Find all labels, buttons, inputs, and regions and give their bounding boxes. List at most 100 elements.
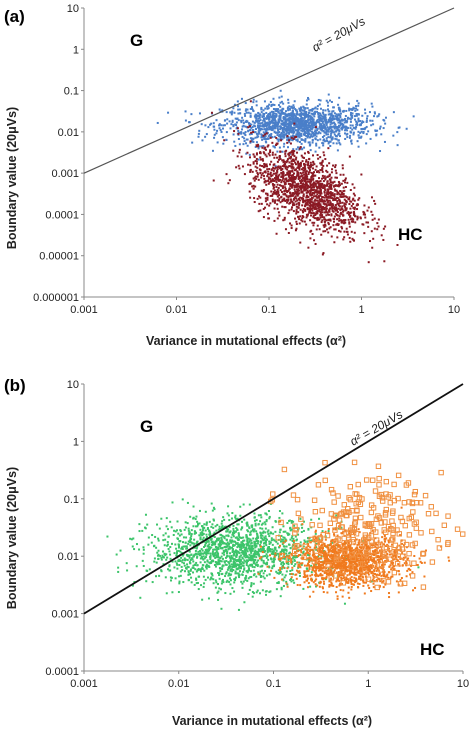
data-point: [327, 93, 330, 96]
data-point: [353, 208, 356, 211]
data-point: [360, 127, 363, 130]
data-point: [256, 197, 259, 200]
data-point: [290, 528, 293, 531]
data-point: [329, 116, 332, 119]
data-point: [247, 541, 250, 544]
data-point: [246, 561, 249, 564]
data-point: [341, 164, 344, 167]
data-point: [252, 153, 255, 156]
data-point: [212, 548, 215, 551]
data-point: [358, 197, 361, 200]
data-point: [328, 174, 331, 177]
x-tick-label: 1: [358, 304, 364, 316]
data-point: [175, 547, 178, 550]
data-point: [302, 122, 305, 125]
data-point: [231, 566, 234, 569]
data-point: [196, 520, 199, 523]
data-point: [321, 586, 324, 589]
data-point: [211, 523, 214, 526]
data-point: [255, 144, 258, 147]
data-point: [157, 553, 160, 556]
data-point: [259, 164, 262, 167]
data-point: [145, 580, 148, 583]
data-point: [266, 124, 269, 127]
data-point: [155, 575, 158, 578]
data-point: [336, 128, 339, 131]
data-point: [320, 120, 323, 123]
data-point: [318, 114, 321, 117]
data-point: [338, 215, 341, 218]
data-point: [312, 167, 315, 170]
data-point: [287, 114, 290, 117]
data-point: [322, 187, 325, 190]
data-point: [322, 151, 325, 154]
data-point: [256, 133, 259, 136]
data-point: [279, 551, 282, 554]
data-point: [160, 556, 163, 559]
data-point: [306, 121, 309, 124]
data-point: [287, 561, 290, 564]
data-point: [309, 135, 312, 138]
data-point: [252, 560, 255, 563]
data-point: [334, 228, 337, 231]
data-point: [277, 192, 280, 195]
data-point: [317, 132, 320, 135]
data-point: [250, 138, 253, 141]
data-point: [356, 208, 359, 211]
data-point: [280, 195, 283, 198]
data-point: [328, 110, 331, 113]
data-point: [207, 552, 210, 555]
data-point: [297, 173, 300, 176]
data-point: [301, 109, 304, 112]
data-point: [284, 574, 287, 577]
data-point: [177, 543, 180, 546]
data-point: [291, 158, 294, 161]
data-point: [371, 105, 374, 108]
data-point: [336, 222, 339, 225]
data-point: [214, 543, 217, 546]
data-point: [267, 547, 270, 550]
data-point: [162, 563, 165, 566]
data-point: [357, 145, 360, 148]
data-point: [212, 506, 215, 509]
data-point: [238, 552, 241, 555]
data-point: [254, 524, 257, 527]
data-point: [281, 150, 284, 153]
data-point: [175, 562, 178, 565]
panel-a-region-g: G: [130, 31, 143, 50]
data-point: [257, 559, 260, 562]
data-point: [256, 542, 259, 545]
data-point: [348, 117, 351, 120]
data-point: [278, 167, 281, 170]
data-point: [318, 184, 321, 187]
data-point: [197, 132, 200, 135]
data-point: [269, 134, 272, 137]
data-point: [178, 540, 181, 543]
data-point: [339, 202, 342, 205]
data-point: [232, 529, 235, 532]
data-point: [224, 575, 227, 578]
data-point: [332, 197, 335, 200]
data-point: [183, 528, 186, 531]
data-point: [250, 530, 253, 533]
data-point: [320, 127, 323, 130]
data-point: [314, 563, 317, 566]
data-point: [295, 125, 298, 128]
data-point: [350, 142, 353, 145]
data-point: [195, 547, 198, 550]
data-point: [263, 100, 266, 103]
data-point: [295, 210, 298, 213]
data-point: [204, 529, 207, 532]
data-point: [242, 544, 245, 547]
data-point: [217, 571, 220, 574]
data-point: [324, 118, 327, 121]
data-point: [229, 559, 232, 562]
data-point: [288, 552, 291, 555]
data-point: [232, 544, 235, 547]
data-point: [356, 203, 359, 206]
data-point: [288, 161, 291, 164]
data-point: [324, 230, 327, 233]
data-point: [286, 146, 289, 149]
data-point: [276, 542, 279, 545]
data-point: [328, 209, 331, 212]
